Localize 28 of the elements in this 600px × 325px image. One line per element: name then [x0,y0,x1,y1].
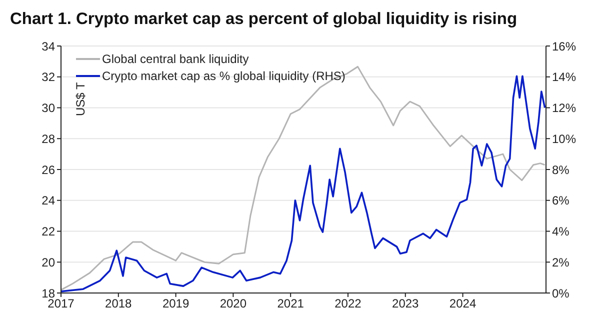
y2-tick-label: 0% [552,286,570,300]
x-tick-label: 2020 [220,296,247,311]
x-tick-label: 2024 [449,296,476,311]
y2-tick-label: 12% [552,101,576,116]
y-tick-label: 32 [42,70,56,84]
y2-tick-label: 14% [552,70,576,84]
x-tick-label: 2021 [277,296,304,311]
x-tick-label: 2018 [105,296,132,311]
x-tick-label: 2022 [334,296,362,311]
chart-title: Chart 1. Crypto market cap as percent of global liquidity is rising [9,9,518,30]
y2-tick-label: 10% [552,132,576,146]
y-tick-label: 34 [42,39,56,54]
y2-tick-label: 4% [552,224,570,239]
y-tick-label: 26 [42,162,56,177]
y2-tick-label: 16% [552,39,576,54]
y2-tick-label: 6% [552,194,570,208]
y-tick-label: 30 [42,101,56,116]
y2-tick-label: 2% [552,255,570,270]
y-tick-label: 20 [42,255,56,270]
x-tick-label: 2023 [392,296,420,311]
legend-label: Global central bank liquidity [102,52,249,66]
y-axis-title: US$ T [74,82,88,116]
y-tick-label: 24 [42,194,56,208]
x-tick-label: 2019 [162,296,190,311]
y-tick-label: 28 [42,132,56,146]
legend-label: Crypto market cap as % global liquidity (RHS) [102,68,346,82]
y-tick-label: 22 [42,224,56,239]
y2-tick-label: 8% [552,162,570,177]
